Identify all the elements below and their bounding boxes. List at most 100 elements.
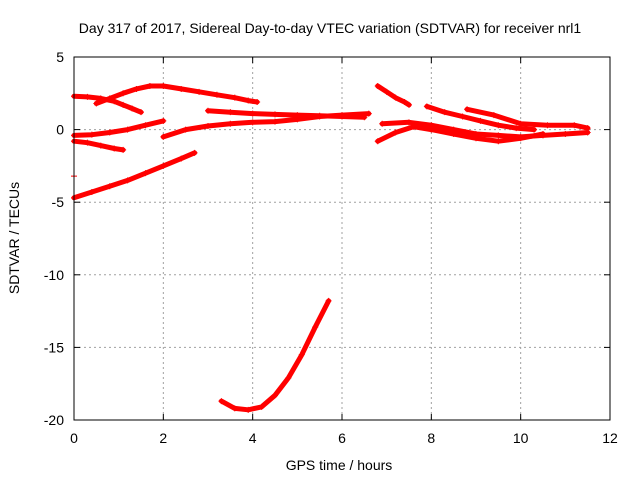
data-point [562, 130, 569, 137]
y-tick-label: -20 [44, 412, 64, 428]
data-point [294, 116, 301, 123]
data-point [111, 145, 118, 152]
data-point [544, 122, 551, 129]
data-point [124, 126, 131, 133]
data-point [146, 83, 153, 90]
data-point [374, 138, 381, 145]
x-tick-label: 2 [159, 430, 167, 446]
y-tick-label: 5 [56, 49, 64, 65]
series-track-10 [374, 83, 412, 108]
data-point [120, 101, 127, 108]
data-point [325, 297, 332, 304]
data-point [160, 117, 167, 124]
data-point [182, 126, 189, 133]
data-point [428, 126, 435, 133]
data-point [129, 105, 136, 112]
data-point [392, 94, 399, 101]
data-point [365, 110, 372, 117]
data-point [142, 170, 149, 177]
plot-frame [73, 56, 611, 421]
data-point [213, 91, 220, 98]
data-point [285, 374, 292, 381]
y-tick-label: 0 [56, 122, 64, 138]
data-point [160, 162, 167, 169]
data-point [205, 107, 211, 114]
x-tick-label: 12 [602, 430, 618, 446]
data-point [249, 119, 256, 126]
y-axis-label: SDTVAR / TECUs [6, 182, 22, 294]
series-track-2 [93, 83, 261, 107]
data-point [531, 126, 538, 133]
y-tick-label: -15 [44, 339, 64, 355]
series-track-12 [374, 123, 546, 145]
data-point [254, 99, 261, 106]
data-point [227, 120, 234, 127]
data-point [477, 117, 484, 124]
data-point [84, 93, 91, 100]
data-point [258, 403, 265, 410]
data-point [245, 97, 252, 104]
data-point [133, 85, 140, 92]
data-point [495, 138, 502, 145]
data-point [106, 129, 113, 136]
data-point [459, 113, 466, 120]
data-point [191, 149, 198, 156]
data-point [423, 103, 430, 110]
data-point [571, 122, 578, 129]
data-point [178, 85, 185, 92]
data-point [406, 101, 412, 108]
data-point [120, 146, 127, 153]
data-point [272, 111, 278, 118]
series-track-4 [160, 110, 372, 140]
data-point [450, 130, 457, 137]
data-point [517, 120, 524, 127]
series-track-9 [218, 297, 332, 413]
series-track-1 [71, 93, 144, 116]
x-tick-label: 0 [70, 430, 78, 446]
x-tick-label: 6 [338, 430, 346, 446]
data-point [392, 129, 399, 136]
chart-title: Day 317 of 2017, Sidereal Day-to-day VTE… [79, 20, 582, 36]
y-tick-label: -5 [52, 194, 65, 210]
data-point [160, 133, 167, 140]
data-tracks [71, 83, 591, 413]
data-point [495, 122, 502, 129]
data-point [106, 95, 113, 102]
data-point [374, 83, 381, 90]
data-point [339, 112, 345, 119]
data-point [490, 112, 497, 119]
data-point [88, 131, 95, 138]
data-point [316, 113, 323, 120]
data-point [272, 118, 278, 125]
data-point [379, 120, 386, 127]
data-point [227, 109, 234, 116]
data-point [231, 405, 238, 412]
series-line [93, 83, 260, 106]
data-point [120, 90, 127, 97]
data-point [401, 99, 408, 106]
x-tick-labels: 0 2 4 6 8 10 12 [70, 430, 618, 446]
series-track-13 [423, 103, 538, 133]
x-tick-label: 4 [249, 430, 257, 446]
data-point [138, 109, 144, 116]
x-tick-label: 8 [427, 430, 435, 446]
series-track-14 [464, 106, 591, 132]
data-point [124, 177, 131, 184]
data-point [298, 351, 305, 358]
data-point [88, 189, 95, 196]
data-point [383, 88, 390, 95]
data-point [312, 324, 319, 331]
data-point [231, 94, 238, 101]
data-point [464, 106, 471, 113]
data-point [178, 155, 185, 162]
x-tick-label: 10 [513, 430, 529, 446]
data-point [584, 125, 591, 132]
data-point [93, 100, 100, 107]
y-tick-label: -10 [44, 267, 64, 283]
data-point [196, 88, 203, 95]
data-point [473, 135, 479, 142]
data-point [517, 135, 524, 142]
data-point [406, 119, 412, 126]
